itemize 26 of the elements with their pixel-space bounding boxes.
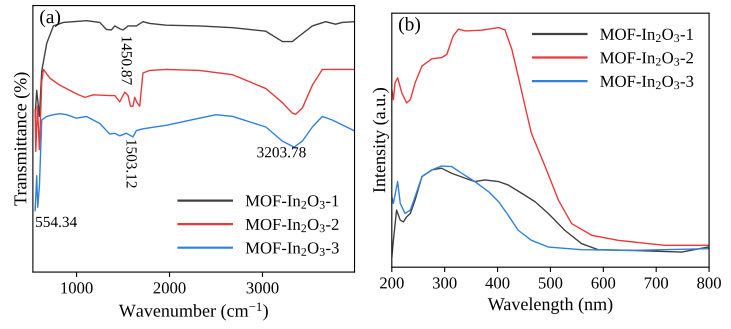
annotation: 554.34 [36, 216, 77, 228]
x-axis-title: Wavelength (nm) [488, 298, 612, 314]
legend-label: MOF-In$_{2}$O$_{3}$-2 [600, 52, 693, 66]
x-tick-label: 800 [697, 277, 721, 289]
x-tick-label: 3000 [246, 282, 279, 294]
chart-title: (b) [399, 16, 420, 35]
x-tick-label: 600 [592, 277, 616, 289]
x-axis-title: Wavenumber (cm$^{−1}$) [118, 302, 268, 320]
legend-label: MOF-In$_{2}$O$_{3}$-3 [600, 76, 694, 90]
y-axis-title: Intensity (a.u.) [372, 88, 390, 192]
x-tick-label: 2000 [154, 282, 186, 294]
x-tick-label: 1000 [61, 282, 93, 294]
x-tick-label: 300 [432, 277, 457, 289]
x-tick-label: 700 [644, 277, 668, 289]
annotation: 1450.87 [122, 36, 132, 85]
y-axis-title: Transmittance (%) [14, 72, 30, 206]
legend-label: MOF-In$_{2}$O$_{3}$-1 [600, 28, 693, 42]
annotation: 3203.78 [257, 147, 306, 158]
x-tick-label: 500 [538, 277, 562, 289]
annotation: 1503.12 [126, 140, 137, 188]
legend-label: MOF-In$_{2}$O$_{3}$-2 [246, 218, 338, 232]
legend-label: MOF-In$_{2}$O$_{3}$-1 [246, 195, 338, 209]
x-tick-label: 200 [380, 277, 404, 289]
x-tick-label: 400 [485, 277, 510, 289]
legend-label: MOF-In$_{2}$O$_{3}$-3 [246, 242, 339, 256]
chart-title: (a) [40, 10, 60, 28]
